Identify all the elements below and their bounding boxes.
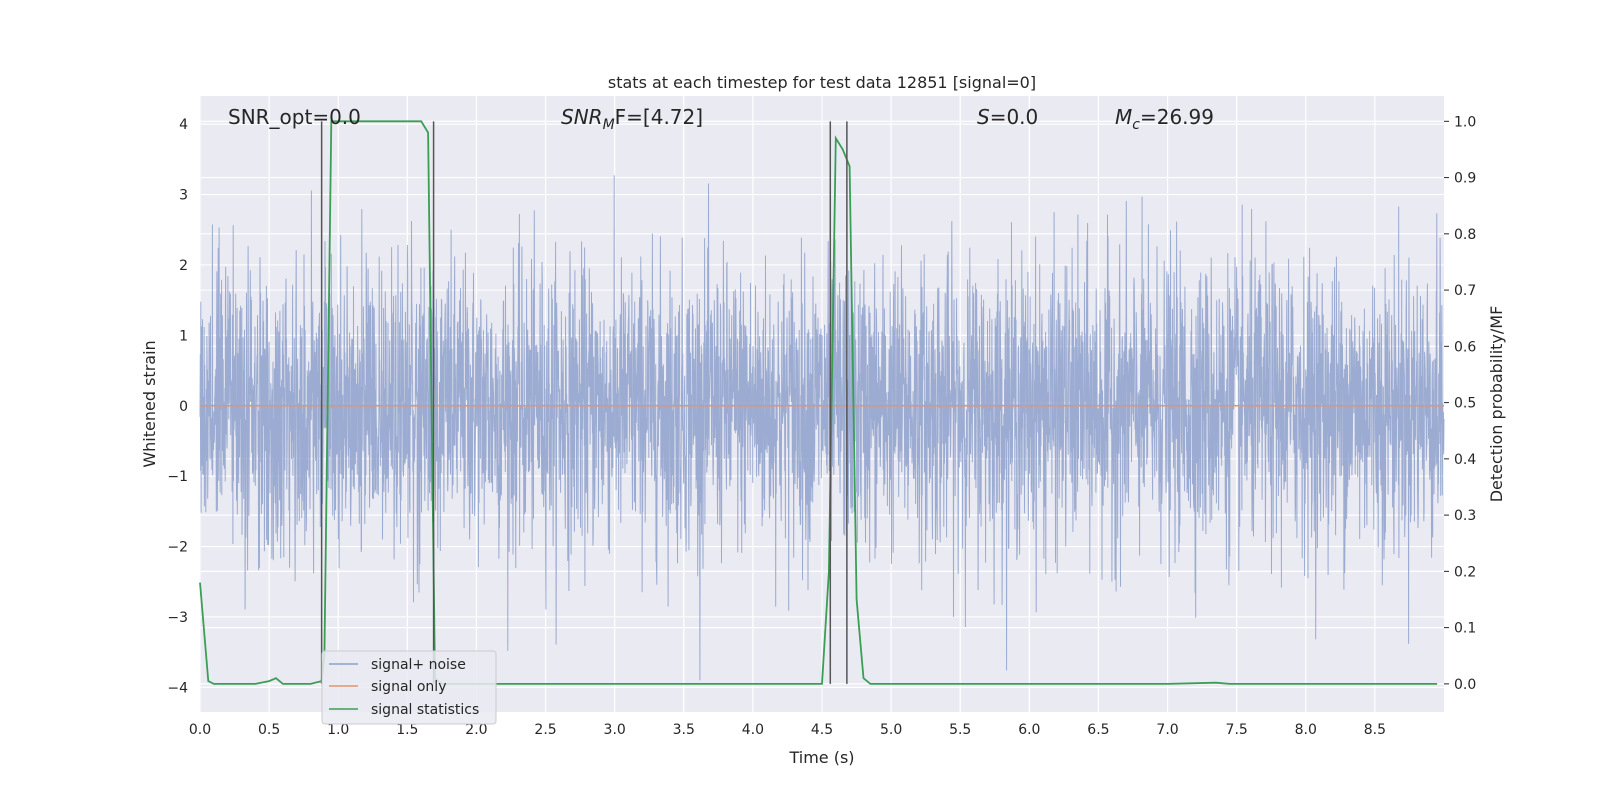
x-tick-label: 7.5 <box>1226 722 1248 738</box>
y-right-tick-label: 0.8 <box>1454 227 1476 243</box>
x-tick-label: 2.0 <box>465 722 487 738</box>
y-left-tick-label: 4 <box>179 117 188 133</box>
x-tick-label: 3.0 <box>604 722 626 738</box>
y-right-tick-label: 0.2 <box>1454 564 1476 580</box>
x-tick-label: 6.0 <box>1018 722 1040 738</box>
y-right-tick-label: 0.4 <box>1454 452 1476 468</box>
y-axis-label-right: Detection probability/MF <box>1487 306 1506 503</box>
y-left-tick-label: −4 <box>167 680 188 696</box>
y-left-tick-label: −1 <box>167 469 188 485</box>
y-right-ticks: 0.0 0.1 0.2 0.3 0.4 0.5 0.6 0.7 0.8 0.9 1.0 <box>1444 114 1476 693</box>
x-tick-label: 8.0 <box>1295 722 1317 738</box>
annotation-mc-main: M <box>1115 105 1132 129</box>
x-tick-label: 8.5 <box>1364 722 1386 738</box>
annotation-mc-sub: c <box>1132 117 1140 133</box>
x-ticks: 0.0 0.5 1.0 1.5 2.0 2.5 3.0 3.5 4.0 4.5 5.0 5.5 6.0 6… <box>189 722 1386 738</box>
y-left-tick-label: 0 <box>179 399 188 415</box>
annotation-snr-opt: SNR_opt=0.0 <box>228 105 361 129</box>
y-left-tick-label: 1 <box>179 328 188 344</box>
annotation-snr-mf-rest: F=[4.72] <box>615 105 703 129</box>
annotation-mc-rest: =26.99 <box>1140 105 1214 129</box>
x-tick-label: 4.5 <box>811 722 833 738</box>
series-signal-noise-line <box>199 175 1445 681</box>
y-right-tick-label: 0.6 <box>1454 339 1476 355</box>
annotation-snr-mf: SNRMF=[4.72] <box>561 105 703 133</box>
x-tick-label: 0.5 <box>258 722 280 738</box>
legend-label-noise: signal+ noise <box>371 657 466 673</box>
annotation-snr-mf-main: SNR <box>561 105 603 129</box>
vertical-markers <box>320 121 848 684</box>
y-left-tick-label: 3 <box>179 188 188 204</box>
y-left-tick-label: 2 <box>179 258 188 274</box>
y-left-tick-label: −3 <box>167 610 188 626</box>
annotation-mc: Mc=26.99 <box>1115 105 1214 133</box>
x-tick-label: 2.5 <box>534 722 556 738</box>
x-tick-label: 1.5 <box>396 722 418 738</box>
x-tick-label: 6.5 <box>1087 722 1109 738</box>
legend-label-statistics: signal statistics <box>371 702 479 718</box>
annotation-s: S=0.0 <box>977 105 1038 129</box>
x-tick-label: 1.0 <box>327 722 349 738</box>
annotation-s-rest: =0.0 <box>990 105 1039 129</box>
annotation-s-main: S <box>977 105 990 129</box>
y-right-tick-label: 0.9 <box>1454 171 1476 187</box>
y-right-tick-label: 0.1 <box>1454 621 1476 637</box>
y-right-tick-label: 0.0 <box>1454 677 1476 693</box>
chart-title: stats at each timestep for test data 128… <box>608 73 1036 92</box>
y-left-ticks: −4 −3 −2 −1 0 1 2 3 4 <box>167 117 188 696</box>
y-axis-label-left: Whitened strain <box>140 340 159 467</box>
x-tick-label: 5.5 <box>949 722 971 738</box>
annotation-snr-mf-sub: M <box>603 117 615 133</box>
x-tick-label: 4.0 <box>742 722 764 738</box>
x-tick-label: 5.0 <box>880 722 902 738</box>
noise-series <box>199 175 1445 681</box>
x-tick-label: 3.5 <box>673 722 695 738</box>
y-right-tick-label: 0.5 <box>1454 396 1476 412</box>
y-right-tick-label: 0.3 <box>1454 508 1476 524</box>
y-right-tick-label: 0.7 <box>1454 283 1476 299</box>
legend: signal+ noise signal only signal statist… <box>321 650 497 725</box>
y-left-tick-label: −2 <box>167 540 188 556</box>
x-tick-label: 7.0 <box>1156 722 1178 738</box>
legend-box <box>321 650 497 725</box>
y-right-tick-label: 1.0 <box>1454 114 1476 130</box>
x-tick-label: 0.0 <box>189 722 211 738</box>
x-axis-label: Time (s) <box>788 748 854 767</box>
legend-label-signal: signal only <box>371 679 446 695</box>
